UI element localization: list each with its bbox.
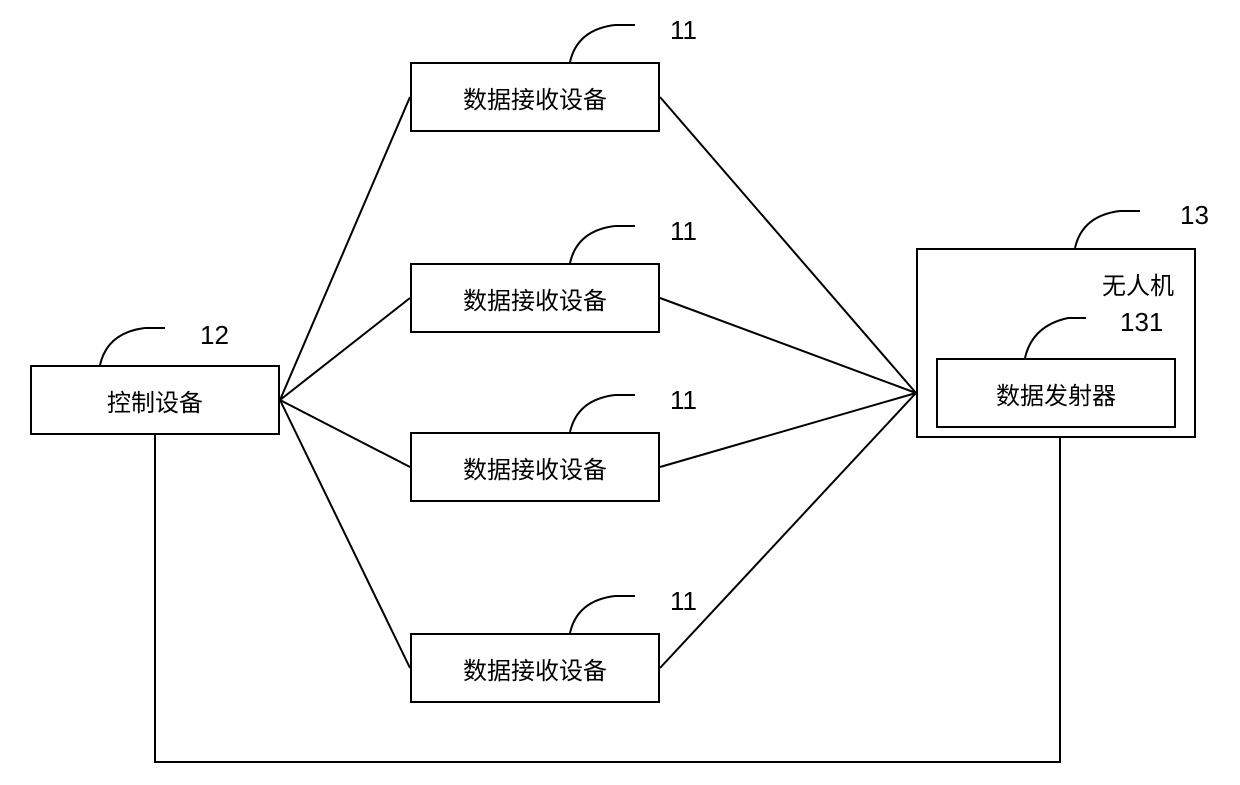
receiver-1-label: 数据接收设备 [463, 80, 607, 115]
drone-ref: 13 [1180, 200, 1209, 231]
control-device-ref: 12 [200, 320, 229, 351]
receiver-4-box: 数据接收设备 [410, 633, 660, 703]
receiver-1-box: 数据接收设备 [410, 62, 660, 132]
receiver-4-ref: 11 [670, 586, 697, 617]
edge-control-receiver3 [280, 400, 410, 467]
edge-control-receiver1 [280, 97, 410, 400]
data-transmitter-box: 数据发射器 [936, 358, 1176, 428]
edge-receiver2-drone [660, 298, 916, 393]
data-transmitter-ref: 131 [1120, 307, 1163, 338]
receiver-1-ref: 11 [670, 15, 697, 46]
control-device-box: 控制设备 [30, 365, 280, 435]
edge-receiver1-drone [660, 97, 916, 393]
edge-control-receiver4 [280, 400, 410, 668]
edge-receiver4-drone [660, 393, 916, 668]
receiver-2-box: 数据接收设备 [410, 263, 660, 333]
control-device-label: 控制设备 [107, 383, 203, 418]
drone-label: 无人机 [1102, 266, 1174, 301]
receiver-2-ref: 11 [670, 216, 697, 247]
receiver-3-label: 数据接收设备 [463, 450, 607, 485]
data-transmitter-label: 数据发射器 [996, 376, 1116, 411]
receiver-2-label: 数据接收设备 [463, 281, 607, 316]
receiver-4-label: 数据接收设备 [463, 651, 607, 686]
receiver-3-box: 数据接收设备 [410, 432, 660, 502]
receiver-3-ref: 11 [670, 385, 697, 416]
edge-control-receiver2 [280, 298, 410, 400]
edge-receiver3-drone [660, 393, 916, 467]
